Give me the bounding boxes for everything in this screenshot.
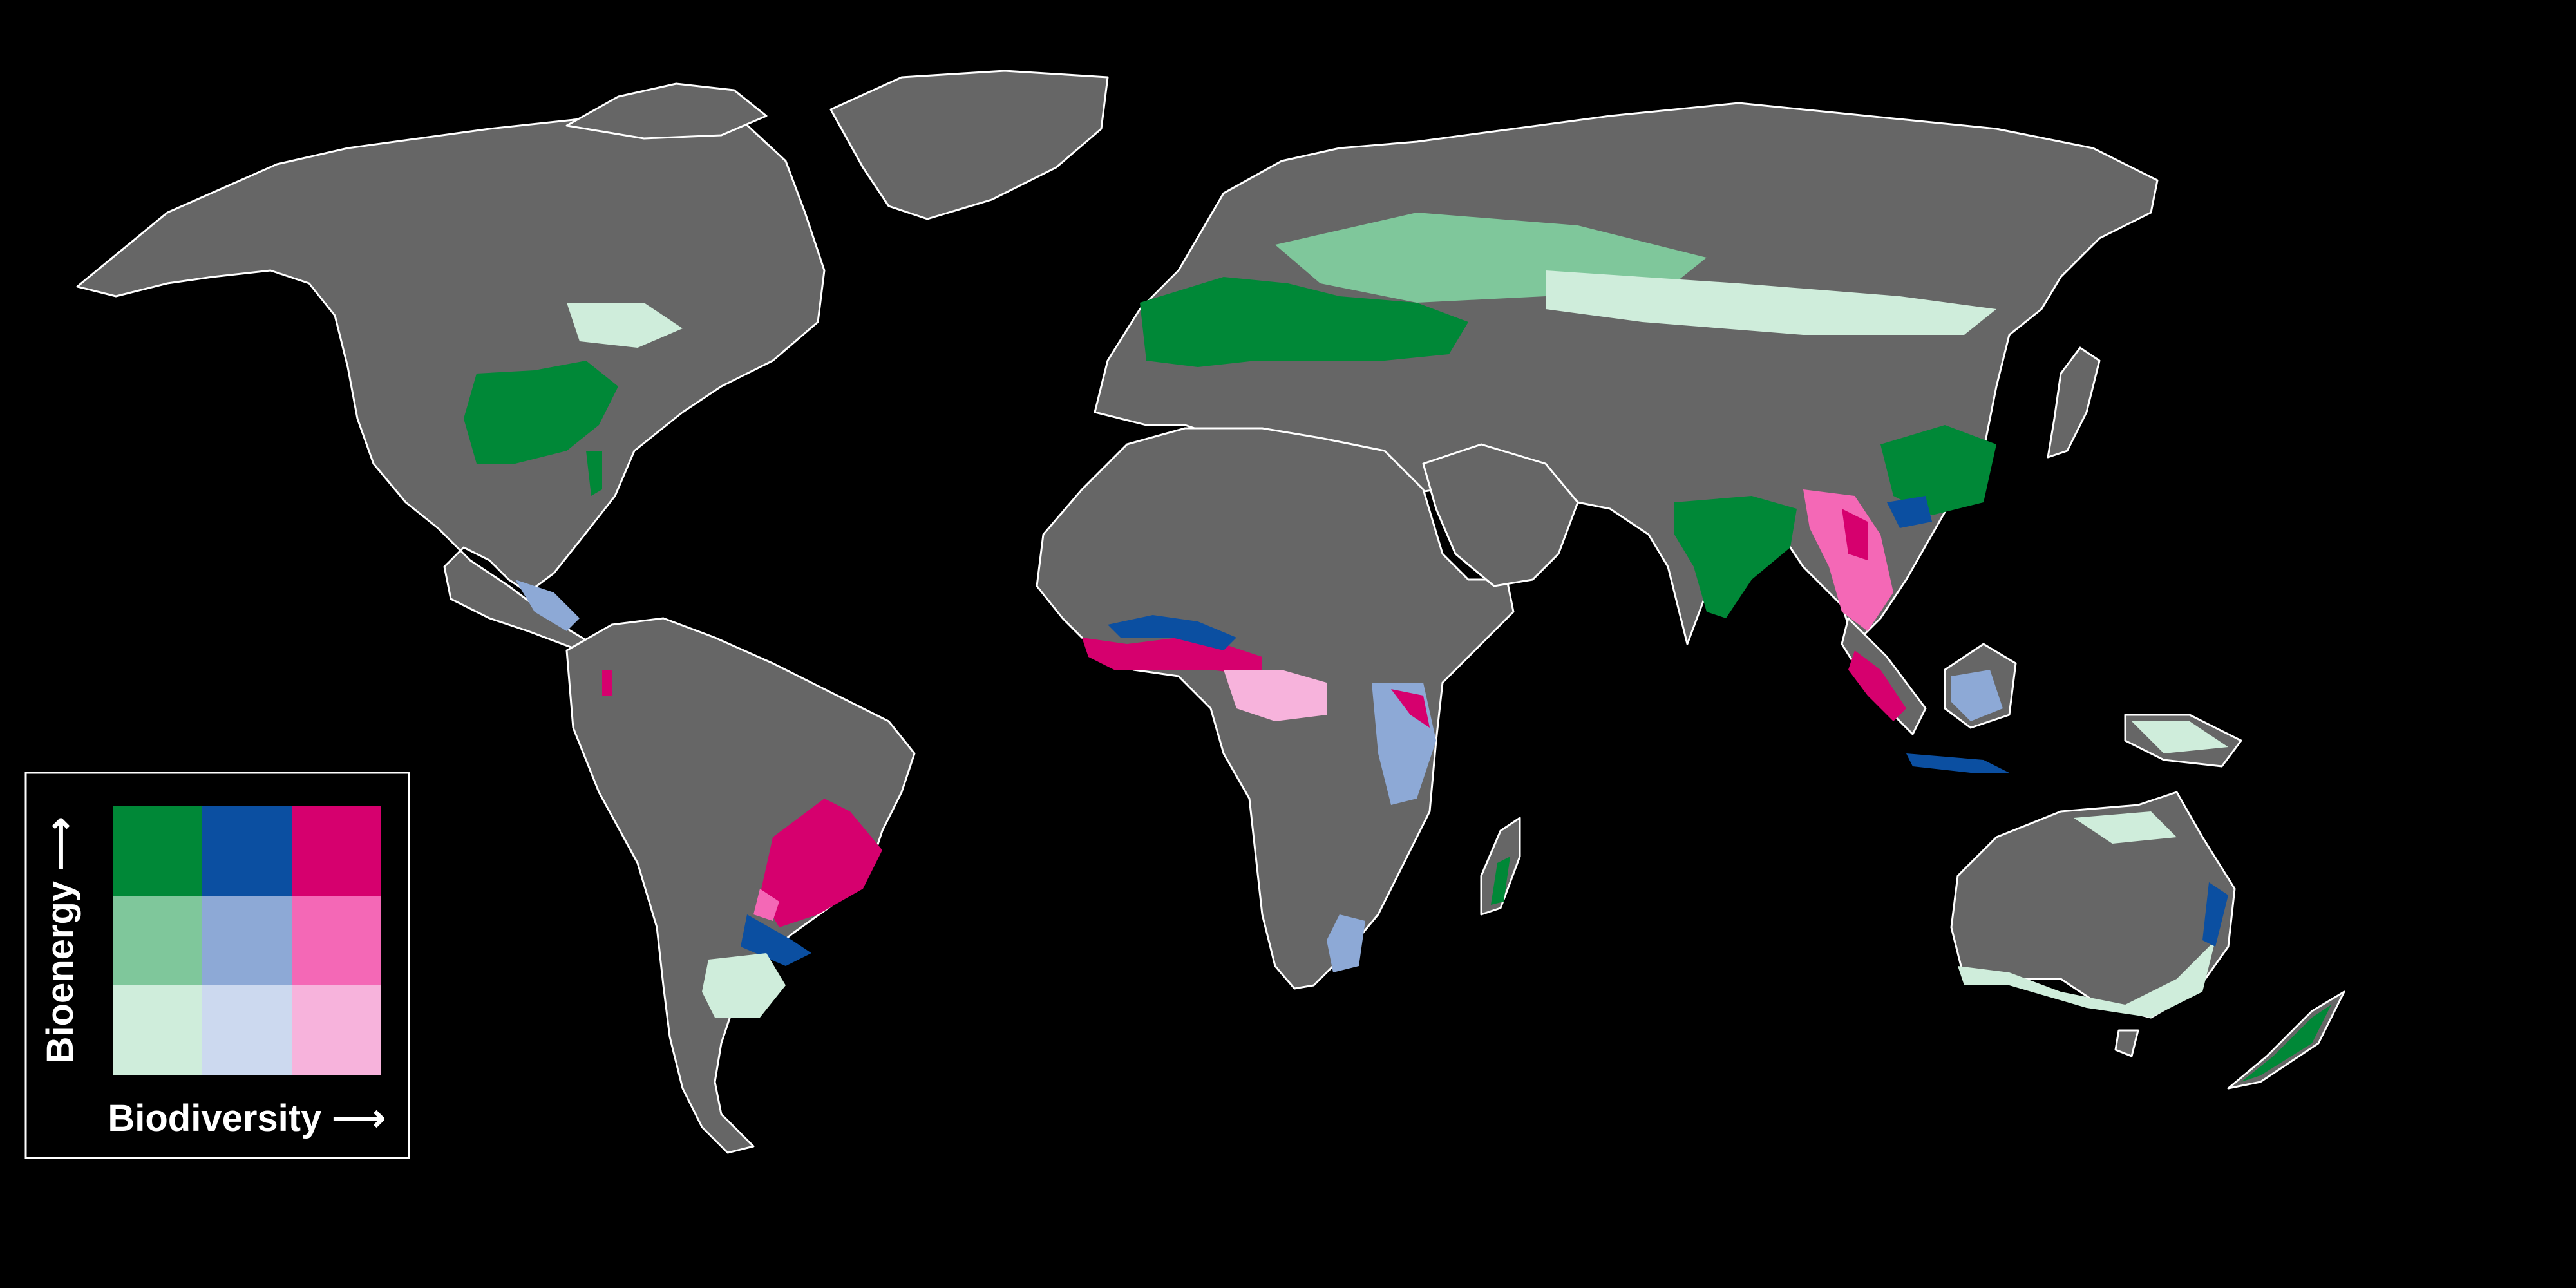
legend-cell-high-bioenergy-mid-biodiversity [202, 806, 292, 896]
legend-cell-high-bioenergy-low-biodiversity [113, 806, 202, 896]
east-africa-pink-patch [1391, 689, 1430, 728]
legend-x-label: Biodiversity ⟶ [108, 1097, 385, 1139]
south-africa-patch [1327, 914, 1365, 972]
legend-y-label: Bioenergy ⟶ [39, 817, 81, 1064]
argentina-patch [702, 953, 786, 1018]
brazil-patch [760, 799, 882, 927]
borneo-patch [1951, 670, 2003, 721]
west-africa-blue-patch [1108, 615, 1236, 650]
japan [2047, 346, 2101, 459]
se-asia-red-patch [1842, 509, 1868, 560]
brazil-blue-patch [741, 914, 811, 966]
legend-cell-mid-bioenergy-high-biodiversity [292, 896, 381, 985]
usa-light-patch [567, 303, 683, 348]
legend-cell-high-bioenergy-high-biodiversity [292, 806, 381, 896]
se-asia-patch [1803, 489, 1893, 631]
china-patch [1880, 425, 1996, 515]
china-blue-patch [1887, 496, 1932, 528]
legend-cell-mid-bioenergy-mid-biodiversity [202, 896, 292, 985]
new-zealand-patch [2241, 1005, 2331, 1082]
australia-coast-patch [1958, 940, 2215, 1018]
florida-patch [586, 451, 602, 496]
usa-patch [464, 361, 618, 464]
central-america-patch [515, 580, 580, 631]
arctic-islands [565, 82, 768, 140]
russia-palest-patch [1546, 270, 1996, 335]
central-africa-patch [1224, 670, 1327, 721]
legend-cell-low-bioenergy-mid-biodiversity [202, 985, 292, 1075]
legend-grid [113, 806, 381, 1075]
legend-cell-mid-bioenergy-low-biodiversity [113, 896, 202, 985]
europe-patch [1140, 277, 1468, 367]
greenland [829, 70, 1109, 220]
brazil-pink-patch [753, 889, 779, 921]
madagascar-patch [1491, 857, 1510, 905]
tasmania [2114, 1029, 2139, 1057]
australia-north-patch [2074, 811, 2177, 844]
australia-east-patch [2202, 882, 2228, 947]
value-patches [464, 213, 2331, 1082]
legend: Bioenergy ⟶ Biodiversity ⟶ [24, 772, 410, 1159]
sumatra-patch [1848, 650, 1906, 721]
java-patch [1906, 753, 2009, 773]
colombia-patch [602, 670, 612, 696]
new-guinea-patch [2132, 721, 2228, 753]
india-patch [1674, 496, 1797, 618]
legend-cell-low-bioenergy-high-biodiversity [292, 985, 381, 1075]
legend-cell-low-bioenergy-low-biodiversity [113, 985, 202, 1075]
arabian-peninsula [1422, 443, 1579, 587]
